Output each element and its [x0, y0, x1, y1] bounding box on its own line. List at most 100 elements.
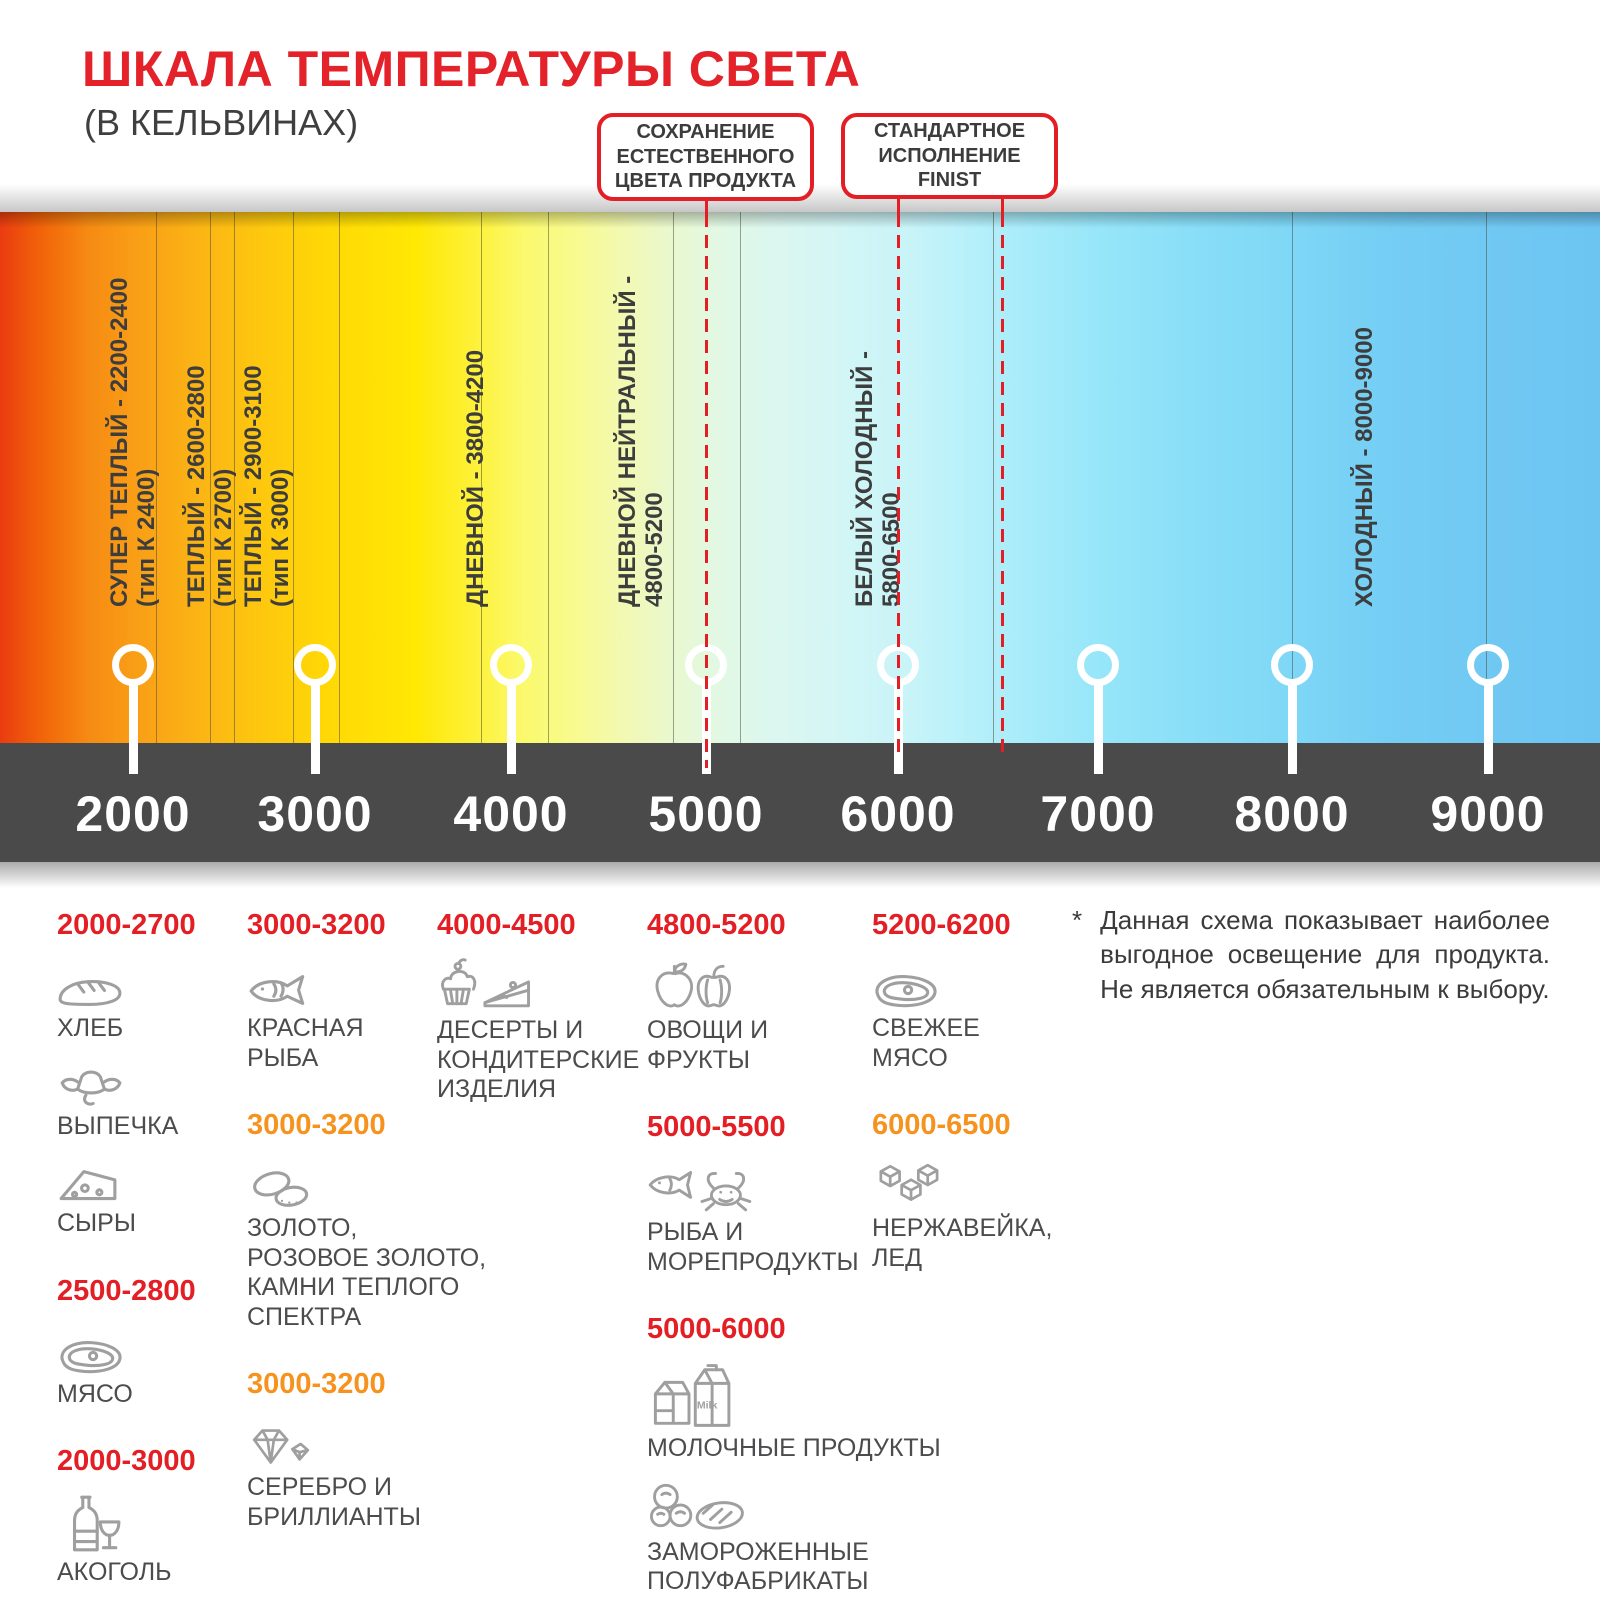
fish-icon — [247, 958, 364, 1010]
page-title: ШКАЛА ТЕМПЕРАТУРЫ СВЕТА — [82, 41, 861, 97]
zone-divider — [1486, 212, 1487, 743]
zone-divider — [293, 212, 294, 743]
alcohol-icon — [57, 1494, 172, 1554]
category-item: ДЕСЕРТЫ И КОНДИТЕРСКИЕ ИЗДЕЛИЯ — [437, 956, 639, 1105]
k-range: 3000-3200 — [247, 1109, 386, 1141]
category-column-2: 3000-3200 КРАСНАЯ РЫБА 3000-3200 — [247, 897, 487, 1534]
axis-tick-7000: 7000 — [1040, 786, 1156, 842]
category-label: НЕРЖАВЕЙКА, ЛЕД — [872, 1214, 1053, 1272]
category-label: МОЛОЧНЫЕ ПРОДУКТЫ — [647, 1434, 941, 1462]
axis-bottom-shadow — [0, 862, 1600, 888]
category-item: ВЫПЕЧКА — [57, 1054, 178, 1142]
category-label: ДЕСЕРТЫ И КОНДИТЕРСКИЕ ИЗДЕЛИЯ — [437, 1016, 640, 1103]
category-item: ОВОЩИ И ФРУКТЫ — [647, 956, 768, 1075]
category-column-4: 4800-5200 ОВОЩИ И ФРУКТЫ 5000-5500 — [647, 897, 947, 1599]
zone-divider — [993, 212, 994, 743]
marker-stem — [897, 197, 900, 214]
croissant-icon — [57, 1056, 178, 1108]
zone-type: (тип К 2400) — [133, 468, 160, 607]
k-range: 5200-6200 — [872, 909, 1011, 941]
category-label: СВЕЖЕЕ МЯСО — [872, 1014, 980, 1072]
axis-tick-8000: 8000 — [1234, 786, 1350, 842]
zone-name: СУПЕР ТЕПЛЫЙ - 2200-2400 — [106, 277, 133, 607]
marker-dash — [705, 214, 708, 768]
category-label: СЕРЕБРО И БРИЛЛИАНТЫ — [247, 1473, 421, 1531]
k-range: 2000-3000 — [57, 1445, 196, 1477]
axis-tick-6000: 6000 — [840, 786, 956, 842]
milk-icon-text: Milk — [697, 1400, 718, 1412]
zone-type: (тип К 3000) — [267, 468, 294, 607]
k-range: 4000-4500 — [437, 909, 576, 941]
seafood-icon — [647, 1160, 859, 1214]
color-temperature-band: СУПЕР ТЕПЛЫЙ - 2200-2400 (тип К 2400) ТЕ… — [0, 212, 1600, 743]
k-range: 2500-2800 — [57, 1274, 196, 1307]
zone-label-daylight: ДНЕВНОЙ - 3800-4200 — [462, 350, 489, 607]
dessert-icon — [437, 958, 639, 1012]
zone-name: ТЕПЛЫЙ - 2600-2800 — [183, 365, 210, 607]
k-range: 3000-3200 — [247, 1368, 386, 1400]
category-item: ЗОЛОТО, РОЗОВОЕ ЗОЛОТО, КАМНИ ТЕПЛОГО СП… — [247, 1156, 486, 1332]
frozen-food-icon — [647, 1476, 869, 1534]
category-label: ХЛЕБ — [57, 1014, 124, 1042]
category-item: Milk МОЛОЧНЫЕ ПРОДУКТЫ — [647, 1360, 941, 1464]
category-label: РЫБА И МОРЕПРОДУКТЫ — [647, 1218, 859, 1276]
category-item: РЫБА И МОРЕПРОДУКТЫ — [647, 1158, 859, 1277]
ice-cubes-icon — [872, 1158, 1052, 1210]
zone-divider — [673, 212, 674, 743]
zone-name: ХОЛОДНЫЙ - 8000-9000 — [1351, 327, 1378, 607]
callout-finist-standard: СТАНДАРТНОЕ ИСПОЛНЕНИЕ FINIST — [841, 113, 1058, 199]
marker-dash — [897, 214, 900, 760]
zone-name: ТЕПЛЫЙ - 2900-3100 — [240, 365, 267, 607]
category-label: АКОГОЛЬ — [57, 1558, 172, 1586]
zone-name: ДНЕВНОЙ - 3800-4200 — [462, 349, 489, 607]
category-item: МЯСО — [57, 1322, 133, 1410]
pin-stem — [1287, 682, 1297, 774]
pin-circle — [1467, 644, 1509, 686]
callout-natural-color: СОХРАНЕНИЕ ЕСТЕСТВЕННОГО ЦВЕТА ПРОДУКТА — [597, 113, 814, 201]
page-subtitle: (В КЕЛЬВИНАХ) — [84, 102, 359, 143]
zone-type: 4800-5200 — [641, 492, 668, 607]
pin-circle — [1077, 644, 1119, 686]
category-item: ХЛЕБ — [57, 956, 123, 1044]
k-range: 4800-5200 — [647, 909, 786, 941]
zone-name: БЕЛЫЙ ХОЛОДНЫЙ - — [851, 351, 878, 607]
zone-divider — [156, 212, 157, 743]
zone-divider — [548, 212, 549, 743]
category-label: КРАСНАЯ РЫБА — [247, 1014, 364, 1072]
category-item: ЗАМОРОЖЕННЫЕ ПОЛУФАБРИКАТЫ — [647, 1474, 869, 1597]
pin-circle — [490, 644, 532, 686]
zone-divider — [740, 212, 741, 743]
axis-tick-4000: 4000 — [453, 786, 569, 842]
pin-stem — [506, 682, 516, 774]
cheese-icon — [57, 1153, 136, 1205]
zone-name: ДНЕВНОЙ НЕЙТРАЛЬНЫЙ - — [614, 275, 641, 607]
axis-tick-9000: 9000 — [1430, 786, 1546, 842]
fresh-meat-icon — [872, 958, 980, 1010]
footnote: * Данная схема показывает наиболее выгод… — [1072, 903, 1550, 1006]
pin-stem — [128, 682, 138, 774]
pin-stem — [310, 682, 320, 774]
zone-label-warm-2700: ТЕПЛЫЙ - 2600-2800 (тип К 2700) — [183, 365, 237, 607]
axis-tick-3000: 3000 — [257, 786, 373, 842]
zone-divider — [1292, 212, 1293, 743]
marker-stem — [1001, 197, 1004, 214]
diamonds-icon — [247, 1417, 421, 1469]
zone-label-daylight-neutral: ДНЕВНОЙ НЕЙТРАЛЬНЫЙ - 4800-5200 — [614, 276, 668, 607]
milk-icon: Milk — [647, 1362, 941, 1430]
pin-stem — [1483, 682, 1493, 774]
pin-circle — [1271, 644, 1313, 686]
footnote-asterisk: * — [1072, 905, 1083, 935]
category-label: ОВОЩИ И ФРУКТЫ — [647, 1016, 769, 1074]
k-range: 6000-6500 — [872, 1109, 1011, 1141]
category-column-3: 4000-4500 ДЕСЕРТЫ И КОНДИТЕРСКИЕ ИЗДЕЛИЯ — [437, 897, 639, 1107]
kelvin-axis-bar: 2000 3000 4000 5000 6000 7000 8000 9000 — [0, 743, 1600, 862]
zone-type: 5800-6500 — [878, 492, 905, 607]
zone-divider — [481, 212, 482, 743]
zone-label-cold: ХОЛОДНЫЙ - 8000-9000 — [1351, 327, 1378, 607]
category-column-1: 2000-2700 ХЛЕБ ВЫПЕЧКА — [57, 897, 242, 1590]
category-label: МЯСО — [57, 1379, 133, 1408]
category-column-5: 5200-6200 СВЕЖЕЕ МЯСО 6000-6500 НЕРЖАВЕ — [872, 897, 1072, 1275]
k-range: 3000-3200 — [247, 909, 386, 941]
zone-divider — [234, 212, 235, 743]
